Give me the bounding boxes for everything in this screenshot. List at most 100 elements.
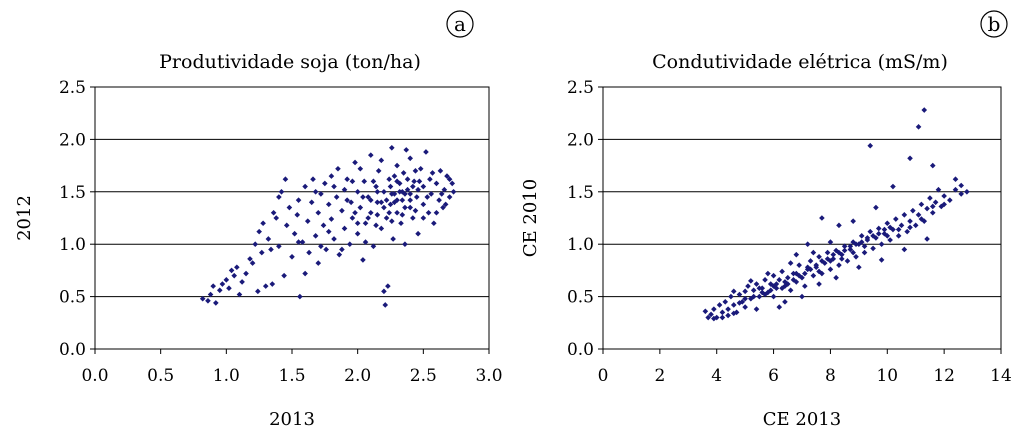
chart-panel-a: a Produtividade soja (ton/ha) 0.0 0.5 1.0 1… — [14, 10, 503, 430]
data-point-a-145 — [424, 194, 431, 200]
data-point-a-36 — [295, 197, 302, 203]
data-point-a-126 — [325, 228, 332, 235]
data-point-a-140 — [403, 147, 410, 153]
data-point-b-87 — [947, 197, 953, 203]
data-point-b-70 — [895, 233, 902, 239]
data-point-a-35 — [294, 212, 301, 218]
data-point-a-72 — [365, 194, 371, 200]
data-point-a-60 — [341, 225, 348, 232]
data-point-b-158 — [895, 226, 902, 233]
data-point-a-163 — [378, 199, 385, 206]
data-point-b-83 — [932, 199, 939, 206]
data-point-b-2 — [708, 311, 714, 318]
data-point-b-5 — [716, 302, 723, 308]
data-point-a-15 — [247, 256, 253, 262]
data-point-b-127 — [796, 272, 802, 279]
data-point-a-56 — [335, 165, 341, 172]
data-point-a-90 — [394, 209, 400, 216]
plot-area-a — [94, 86, 490, 350]
data-point-a-42 — [308, 199, 315, 206]
data-point-a-91 — [394, 162, 400, 169]
data-point-a-18 — [255, 288, 261, 295]
data-point-b-72 — [901, 212, 908, 218]
y-tick-label-a-5: 2.5 — [59, 78, 86, 98]
x-tick-label-b-4: 8 — [825, 366, 836, 386]
data-point-a-110 — [428, 191, 435, 197]
chart-panel-b: b Condutividade elétrica (mS/m) 0.0 0.5 1.… — [520, 10, 1012, 430]
data-point-b-9 — [728, 293, 734, 300]
data-point-b-40 — [810, 272, 817, 279]
data-point-a-108 — [425, 209, 432, 216]
data-point-b-75 — [910, 207, 916, 214]
data-point-a-114 — [437, 168, 444, 174]
data-point-a-48 — [320, 222, 327, 229]
data-point-a-20 — [258, 249, 265, 256]
data-point-a-103 — [415, 230, 421, 237]
data-point-b-162 — [941, 201, 947, 208]
data-point-a-10 — [231, 272, 238, 279]
x-tick-label-b-5: 10 — [876, 366, 898, 386]
data-point-b-86 — [941, 193, 947, 199]
data-point-a-16 — [249, 260, 256, 266]
data-point-a-169 — [354, 220, 361, 227]
data-point-b-133 — [830, 251, 837, 258]
data-point-a-13 — [239, 279, 245, 285]
data-point-b-142 — [881, 226, 888, 233]
x-axis-label-a: 2013 — [269, 409, 315, 430]
data-point-b-31 — [784, 274, 791, 281]
data-point-a-73 — [368, 152, 374, 158]
data-point-b-26 — [770, 293, 777, 300]
data-point-b-21 — [759, 285, 765, 292]
x-tick-label-a-5: 2.5 — [410, 366, 437, 386]
data-point-b-39 — [807, 258, 814, 264]
data-point-b-151 — [804, 264, 811, 271]
data-point-a-87 — [389, 144, 395, 151]
data-point-b-145 — [742, 295, 748, 302]
data-point-a-164 — [386, 209, 392, 216]
data-point-b-97 — [952, 176, 959, 183]
x-tick-label-a-0: 0.0 — [81, 366, 108, 386]
data-point-a-76 — [373, 183, 379, 190]
data-point-a-167 — [412, 168, 419, 174]
data-point-b-58 — [861, 249, 868, 256]
y-tick-label-a-1: 0.5 — [59, 288, 86, 308]
data-point-b-115 — [748, 278, 754, 284]
data-point-a-161 — [368, 197, 374, 203]
data-point-a-88 — [390, 236, 396, 242]
y-tick-label-a-4: 2.0 — [59, 130, 86, 150]
data-point-a-104 — [417, 165, 424, 172]
data-point-a-109 — [427, 176, 433, 183]
data-point-b-91 — [921, 107, 928, 113]
data-point-a-74 — [368, 209, 374, 216]
data-point-a-154 — [387, 183, 394, 190]
data-point-b-155 — [850, 249, 856, 256]
data-point-b-103 — [873, 204, 879, 211]
panel-badge-b: b — [988, 12, 1001, 36]
data-point-a-134 — [374, 212, 381, 218]
data-point-a-170 — [360, 194, 366, 200]
gridlines-a — [95, 138, 489, 298]
data-point-b-55 — [853, 253, 859, 260]
data-point-b-68 — [890, 226, 896, 233]
data-point-b-159 — [907, 224, 913, 231]
panel-badge-b-circle — [980, 10, 1008, 38]
data-point-a-113 — [436, 197, 442, 203]
data-point-b-160 — [918, 216, 925, 222]
data-point-b-117 — [787, 260, 794, 266]
data-point-a-25 — [270, 209, 277, 216]
data-point-b-96 — [929, 162, 936, 169]
data-point-a-95 — [400, 170, 407, 176]
data-point-a-24 — [268, 246, 274, 253]
data-point-b-135 — [841, 247, 848, 254]
data-point-a-45 — [315, 209, 322, 216]
data-point-b-157 — [884, 233, 891, 239]
data-point-b-130 — [813, 262, 820, 268]
data-point-a-46 — [315, 260, 322, 266]
data-point-b-118 — [810, 249, 817, 256]
data-point-a-119 — [449, 180, 456, 187]
data-point-a-174 — [407, 197, 413, 203]
data-point-a-29 — [278, 189, 285, 195]
data-point-b-161 — [929, 203, 936, 210]
y-tick-label-b-4: 2.0 — [567, 130, 594, 150]
data-point-b-106 — [753, 306, 760, 312]
